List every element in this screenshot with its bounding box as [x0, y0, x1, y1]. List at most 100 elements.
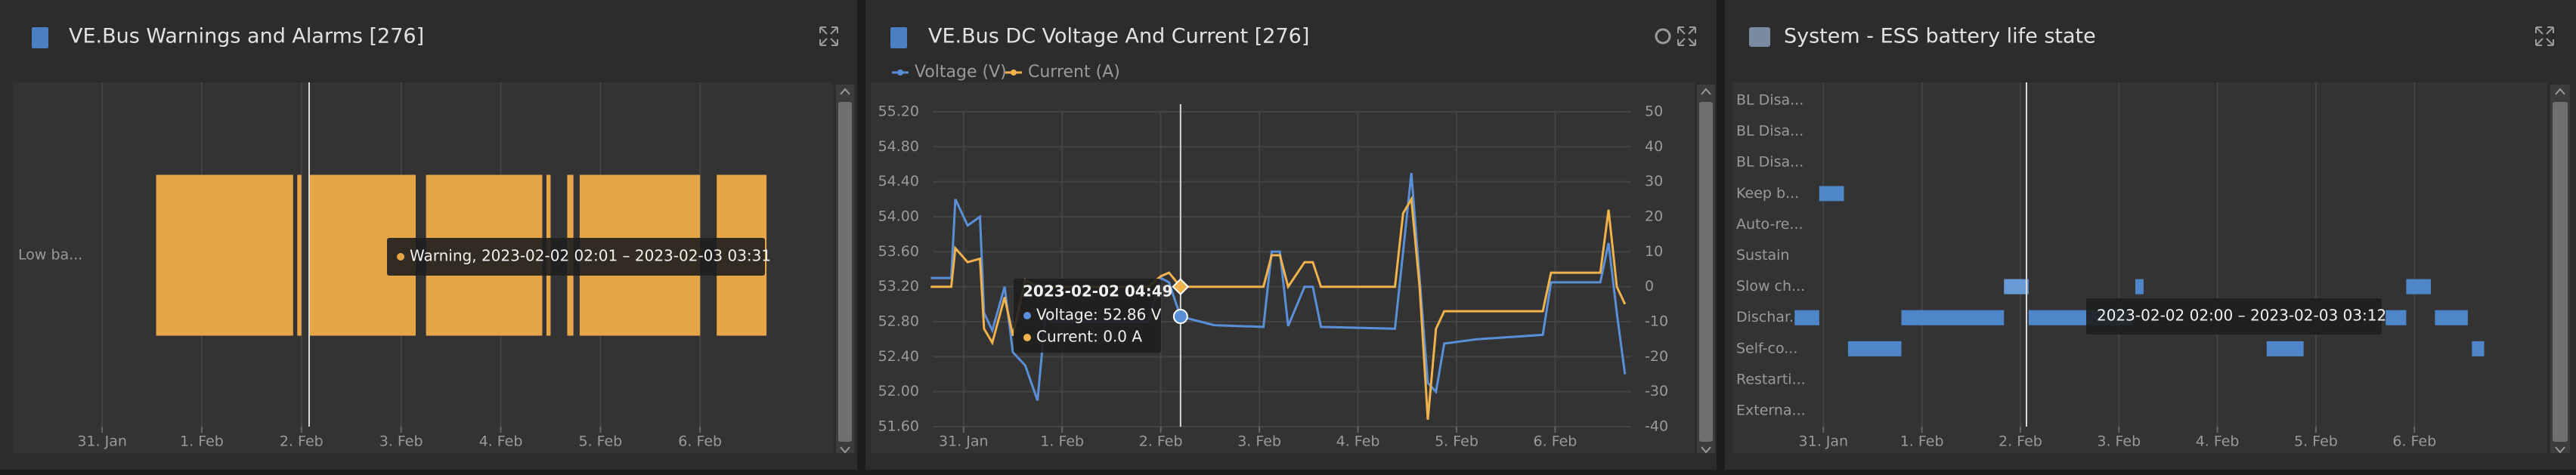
legend-label: Current (A) [1028, 63, 1120, 82]
y2-tick-label: 0 [1645, 278, 1654, 295]
y2-tick-label: -20 [1645, 348, 1668, 365]
y2-tick-label: 50 [1645, 103, 1663, 120]
x-tick-label: 4. Feb [479, 433, 523, 450]
y2-tick-label: -10 [1645, 313, 1668, 330]
hover-marker [1172, 278, 1190, 296]
tooltip-dot [1023, 334, 1031, 341]
tooltip [1014, 279, 1161, 353]
interval-bar [1847, 341, 1902, 356]
x-tick-label: 1. Feb [1040, 433, 1084, 450]
tooltip-title: 2023-02-02 04:49 [1023, 282, 1173, 301]
category-label: Restarti... [1736, 371, 1806, 387]
scroll-thumb[interactable] [2553, 102, 2568, 442]
panel-icon [1749, 27, 1770, 47]
x-tick-label: 5. Feb [1435, 433, 1478, 450]
tooltip [2086, 298, 2382, 335]
hover-marker [1172, 309, 1188, 325]
x-tick-label: 2. Feb [280, 433, 324, 450]
tooltip-text: 2023-02-02 02:00 – 2023-02-03 03:12 [2097, 307, 2386, 325]
tooltip-dot [397, 253, 404, 261]
panel-icon [890, 27, 907, 48]
scroll-thumb[interactable] [1699, 102, 1713, 442]
interval-bar [297, 174, 302, 336]
category-label: Auto-re... [1736, 216, 1804, 233]
tooltip-line: Current: 0.0 A [1036, 328, 1142, 346]
interval-bar [156, 174, 293, 336]
x-tick-label: 6. Feb [1534, 433, 1577, 450]
category-label: BL Disa... [1736, 92, 1804, 109]
y2-tick-label: 40 [1645, 138, 1663, 155]
interval-bar [2435, 310, 2468, 325]
plot-area [1732, 82, 2547, 453]
x-tick-label: 31. Jan [939, 433, 989, 450]
y-tick-label: 52.00 [878, 383, 919, 399]
legend-swatch [1011, 69, 1017, 76]
tooltip-text: Warning, 2023-02-02 02:01 – 2023-02-03 0… [410, 247, 771, 265]
y-tick-label: 52.80 [878, 313, 919, 330]
y-tick-label: 54.00 [878, 208, 919, 225]
category-label: BL Disa... [1736, 123, 1804, 140]
y-tick-label: 53.20 [878, 278, 919, 295]
x-tick-label: 1. Feb [180, 433, 224, 450]
tooltip [387, 238, 765, 276]
tooltip-dot [1023, 312, 1031, 319]
tooltip-line: Voltage: 52.86 V [1036, 306, 1162, 324]
x-tick-label: 1. Feb [1900, 433, 1944, 450]
y-tick-label: 51.60 [878, 418, 919, 435]
interval-bar [2406, 279, 2431, 295]
category-label: Dischar... [1736, 309, 1803, 325]
interval-bar [2004, 279, 2029, 295]
settings-icon[interactable] [1655, 28, 1671, 45]
y2-tick-label: 20 [1645, 208, 1663, 225]
x-tick-label: 3. Feb [1237, 433, 1281, 450]
legend-label: Voltage (V) [915, 63, 1007, 82]
category-label: Low ba... [18, 247, 82, 264]
interval-bar [2266, 341, 2304, 356]
interval-bar [1819, 186, 1844, 202]
x-tick-label: 4. Feb [2196, 433, 2240, 450]
y2-tick-label: -40 [1645, 418, 1668, 435]
category-label: BL Disa... [1736, 154, 1804, 171]
y-tick-label: 53.60 [878, 243, 919, 260]
x-tick-label: 5. Feb [2294, 433, 2338, 450]
x-tick-label: 3. Feb [2097, 433, 2141, 450]
interval-bar [2386, 310, 2407, 325]
series-line [930, 172, 1627, 401]
category-label: Self-co... [1736, 340, 1797, 356]
x-tick-label: 3. Feb [379, 433, 423, 450]
x-tick-label: 2. Feb [1999, 433, 2042, 450]
interval-bar [2135, 279, 2144, 295]
y2-tick-label: 30 [1645, 173, 1663, 190]
y-tick-label: 54.80 [878, 138, 919, 155]
y-tick-label: 52.40 [878, 348, 919, 365]
chart-title: VE.Bus Warnings and Alarms [276] [69, 25, 424, 48]
x-tick-label: 31. Jan [77, 433, 127, 450]
y-tick-label: 55.20 [878, 103, 919, 120]
y-tick-label: 54.40 [878, 173, 919, 190]
series-line [930, 196, 1627, 420]
panel-icon [32, 27, 48, 48]
chart-title: System - ESS battery life state [1784, 25, 2096, 48]
x-tick-label: 4. Feb [1336, 433, 1380, 450]
expand-icon[interactable] [1677, 26, 1696, 46]
y2-tick-label: -30 [1645, 383, 1668, 399]
scroll-arrows[interactable] [840, 88, 2565, 454]
category-label: Slow ch... [1736, 278, 1805, 295]
chart-title: VE.Bus DC Voltage And Current [276] [928, 25, 1309, 48]
interval-bar [1794, 310, 1819, 325]
x-tick-label: 31. Jan [1799, 433, 1849, 450]
x-tick-label: 5. Feb [578, 433, 622, 450]
scroll-thumb[interactable] [838, 102, 852, 442]
expand-icon[interactable] [2535, 26, 2554, 46]
expand-icon[interactable] [819, 26, 838, 46]
x-tick-label: 6. Feb [678, 433, 722, 450]
interval-bar [2472, 341, 2485, 356]
category-label: Sustain [1736, 247, 1789, 264]
y2-tick-label: 10 [1645, 243, 1663, 260]
x-tick-label: 6. Feb [2392, 433, 2436, 450]
category-label: Keep b... [1736, 185, 1799, 202]
x-tick-label: 2. Feb [1139, 433, 1183, 450]
legend-swatch [897, 69, 903, 76]
category-label: Externa... [1736, 403, 1806, 419]
